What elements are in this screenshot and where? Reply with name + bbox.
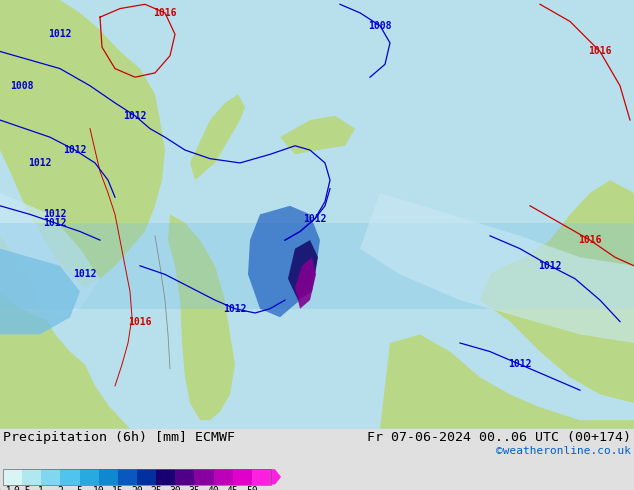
Text: 30: 30 <box>169 486 181 490</box>
Polygon shape <box>360 193 634 343</box>
Text: 2: 2 <box>58 486 63 490</box>
Polygon shape <box>248 206 320 318</box>
Text: 1: 1 <box>38 486 44 490</box>
Text: 1008: 1008 <box>10 81 34 91</box>
Bar <box>99 469 118 485</box>
Polygon shape <box>0 0 634 429</box>
Polygon shape <box>0 0 130 429</box>
Polygon shape <box>168 215 235 420</box>
Text: 5: 5 <box>77 486 82 490</box>
Bar <box>60 469 80 485</box>
Text: 10: 10 <box>93 486 105 490</box>
Polygon shape <box>0 223 634 309</box>
Text: Fr 07-06-2024 00..06 UTC (00+174): Fr 07-06-2024 00..06 UTC (00+174) <box>367 431 631 444</box>
Bar <box>233 469 252 485</box>
Polygon shape <box>480 180 634 403</box>
Polygon shape <box>0 249 80 334</box>
Text: 1016: 1016 <box>128 317 152 326</box>
Text: ©weatheronline.co.uk: ©weatheronline.co.uk <box>496 446 631 456</box>
Polygon shape <box>0 193 100 321</box>
Text: 1012: 1012 <box>508 360 532 369</box>
Polygon shape <box>0 0 165 287</box>
Text: 20: 20 <box>131 486 143 490</box>
Text: 1012: 1012 <box>223 304 247 314</box>
Text: 15: 15 <box>112 486 124 490</box>
Bar <box>118 469 137 485</box>
Bar <box>41 469 60 485</box>
Bar <box>175 469 195 485</box>
Text: 1016: 1016 <box>588 47 612 56</box>
Polygon shape <box>380 334 634 429</box>
Bar <box>252 469 271 485</box>
Text: 50: 50 <box>246 486 258 490</box>
Text: 45: 45 <box>227 486 238 490</box>
Text: 1012: 1012 <box>74 270 97 279</box>
Polygon shape <box>295 257 316 309</box>
Bar <box>214 469 233 485</box>
Text: 40: 40 <box>208 486 219 490</box>
Polygon shape <box>288 240 318 300</box>
Text: 1012: 1012 <box>43 218 67 228</box>
Text: 1016: 1016 <box>153 8 177 18</box>
Text: 0.1: 0.1 <box>0 486 12 490</box>
Bar <box>195 469 214 485</box>
Text: 1012: 1012 <box>303 214 327 223</box>
Text: 1012: 1012 <box>538 261 562 271</box>
Bar <box>137 469 156 485</box>
Text: 1008: 1008 <box>368 21 392 31</box>
Text: 1012: 1012 <box>29 158 52 168</box>
Text: 1016: 1016 <box>578 235 602 245</box>
Text: 1012: 1012 <box>48 29 72 39</box>
Polygon shape <box>190 94 245 180</box>
Polygon shape <box>280 116 355 154</box>
Text: 25: 25 <box>150 486 162 490</box>
Bar <box>3 469 271 485</box>
Text: 1012: 1012 <box>123 111 146 121</box>
Text: 1012: 1012 <box>63 145 87 155</box>
Bar <box>3 469 22 485</box>
Bar <box>22 469 41 485</box>
Text: 35: 35 <box>188 486 200 490</box>
Bar <box>80 469 99 485</box>
FancyArrow shape <box>271 469 281 485</box>
Text: 0.5: 0.5 <box>13 486 31 490</box>
Text: 1012: 1012 <box>43 209 67 220</box>
Text: Precipitation (6h) [mm] ECMWF: Precipitation (6h) [mm] ECMWF <box>3 431 235 444</box>
Bar <box>156 469 175 485</box>
